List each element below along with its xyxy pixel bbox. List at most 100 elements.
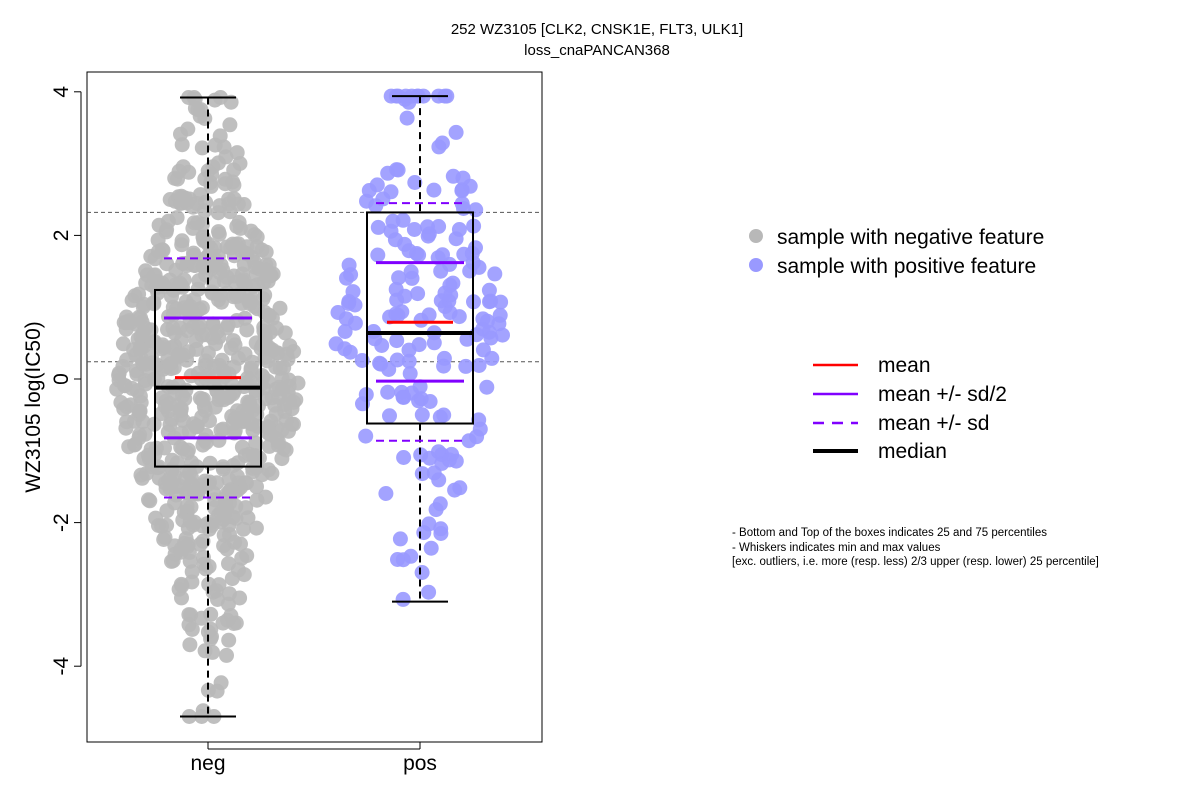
data-point (211, 226, 227, 242)
data-point (242, 287, 258, 303)
legend-point-positive-marker (749, 258, 763, 272)
data-point (245, 402, 261, 418)
data-point (436, 358, 452, 374)
data-point (414, 466, 430, 482)
data-point (173, 195, 189, 211)
iqr-box (366, 211, 474, 425)
data-point (192, 317, 208, 333)
data-point (397, 288, 413, 304)
data-point (396, 389, 412, 405)
data-point (277, 325, 293, 341)
data-point (442, 277, 458, 293)
data-point (240, 370, 255, 386)
data-point (434, 135, 450, 151)
data-point (134, 314, 150, 330)
data-point (207, 92, 223, 108)
data-point (143, 248, 159, 264)
data-point (383, 184, 399, 200)
data-point (433, 526, 449, 541)
data-point (249, 492, 265, 508)
data-point (328, 336, 344, 352)
data-point (454, 183, 470, 199)
data-point (231, 287, 247, 303)
data-point (249, 277, 265, 293)
data-point (389, 352, 405, 368)
data-point (399, 110, 415, 126)
data-point (184, 303, 199, 319)
data-point (197, 233, 213, 249)
data-point (395, 552, 411, 568)
data-point (178, 382, 194, 398)
data-point (229, 403, 245, 419)
data-point (136, 296, 152, 312)
data-point (382, 408, 397, 424)
data-point (193, 102, 209, 118)
data-point (479, 379, 495, 395)
legend-half-sd-label: mean +/- sd/2 (878, 383, 1007, 406)
data-point (219, 647, 234, 663)
data-point (128, 363, 144, 379)
data-point (286, 344, 302, 359)
data-point (337, 324, 353, 339)
data-point (203, 606, 219, 622)
data-point (159, 256, 175, 272)
data-point (390, 162, 406, 178)
data-point (380, 384, 396, 400)
legend-median-label: median (878, 440, 947, 463)
data-point (174, 590, 189, 606)
iqr-box (154, 288, 262, 468)
data-point (174, 578, 190, 594)
legend-points: sample with negative feature sample with… (749, 226, 1044, 278)
data-point (392, 531, 408, 547)
data-point (243, 416, 259, 432)
data-point (192, 536, 208, 552)
x-axis: neg pos (190, 742, 437, 775)
data-point (286, 416, 301, 432)
data-point (369, 177, 385, 193)
legend-point-positive-label: sample with positive feature (777, 255, 1036, 278)
data-point (479, 313, 495, 329)
data-point (109, 381, 125, 397)
data-point (164, 289, 179, 304)
data-point (156, 532, 172, 547)
data-point (254, 467, 270, 483)
data-point (388, 306, 404, 322)
data-point (483, 293, 499, 309)
data-point (447, 482, 463, 498)
data-point (406, 222, 422, 237)
data-point (134, 470, 150, 486)
data-point (410, 286, 426, 302)
y-axis-label: WZ3105 log(IC50) (22, 321, 45, 493)
data-point (211, 392, 227, 408)
data-point (174, 137, 190, 153)
data-point (260, 353, 275, 369)
data-point (159, 517, 175, 533)
data-point (219, 541, 235, 557)
data-point (245, 354, 260, 370)
data-point (234, 550, 250, 566)
chart-subtitle: loss_cnaPANCAN368 (524, 42, 670, 59)
data-point (423, 540, 439, 556)
legend-lines: mean mean +/- sd/2 mean +/- sd median (813, 354, 1007, 463)
x-tick-label: neg (190, 752, 225, 775)
y-tick-label: 4 (50, 86, 73, 98)
data-point (111, 367, 127, 383)
data-point (116, 315, 132, 331)
data-point (157, 475, 173, 491)
data-point (232, 590, 248, 606)
data-point (262, 268, 278, 284)
data-point (203, 178, 219, 194)
data-point (141, 363, 157, 379)
data-point (475, 342, 491, 358)
boxplot-layer (154, 95, 474, 718)
data-point (271, 379, 287, 395)
data-point (347, 297, 363, 313)
data-point (189, 196, 205, 211)
data-point (121, 439, 137, 455)
data-point (229, 218, 245, 234)
data-point (432, 409, 448, 425)
data-point (236, 521, 251, 537)
data-point (468, 202, 484, 218)
data-point (138, 263, 154, 279)
data-point (487, 266, 503, 282)
